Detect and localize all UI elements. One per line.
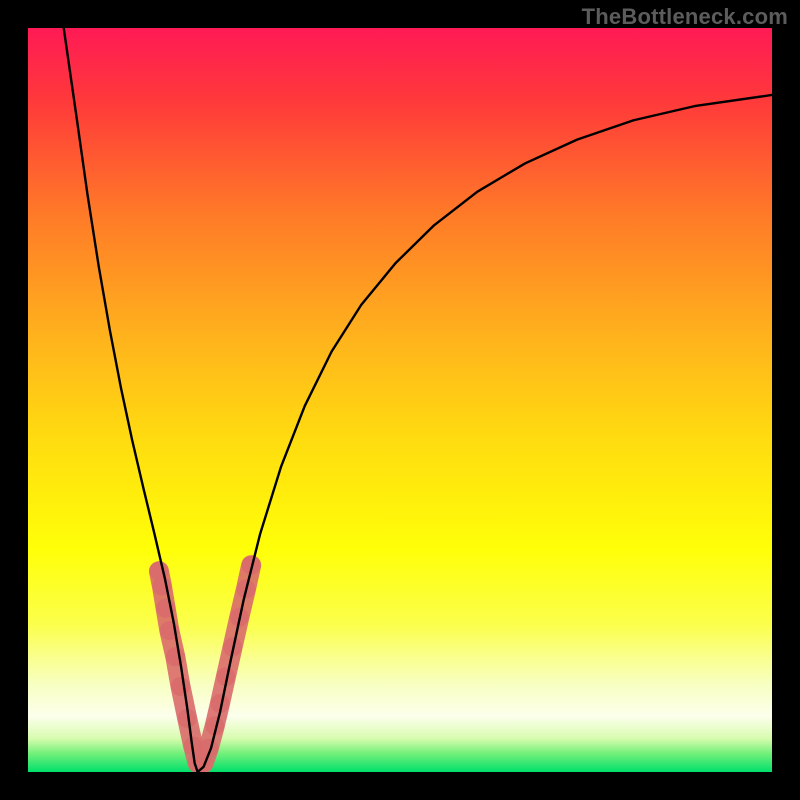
- watermark-text: TheBottleneck.com: [582, 4, 788, 30]
- bottleneck-chart: [0, 0, 800, 800]
- data-marker-dot: [166, 647, 185, 666]
- data-marker-dot: [171, 677, 190, 696]
- chart-background: [28, 28, 772, 772]
